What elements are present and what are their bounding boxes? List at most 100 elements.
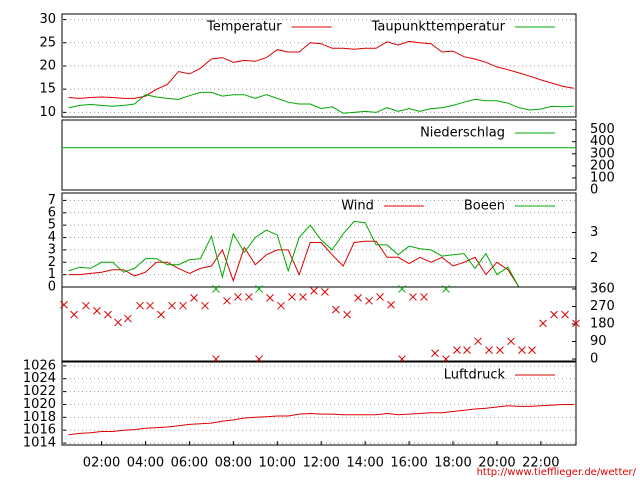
y-tick-label: 500: [590, 122, 615, 137]
y-tick-label: 300: [590, 146, 615, 161]
cross-marker: [539, 319, 547, 328]
cross-marker: [70, 310, 78, 319]
series-line: [68, 404, 574, 436]
cross-marker: [168, 301, 176, 310]
cross-marker: [431, 349, 439, 358]
cross-marker: [550, 310, 558, 319]
cross-marker: [146, 301, 154, 310]
cross-marker: [528, 346, 536, 354]
y-tick-label: 90: [590, 334, 607, 349]
cross-marker: [245, 293, 253, 301]
y2-tick-label: 2: [590, 251, 598, 266]
x-tick-label: 04:00: [127, 456, 164, 471]
y-tick-label: 20: [39, 58, 56, 73]
cross-marker: [463, 346, 471, 354]
cross-marker: [114, 318, 122, 327]
cross-marker: [124, 314, 132, 323]
y-tick-label: 1026: [23, 358, 56, 373]
cross-marker: [376, 293, 384, 301]
cross-marker: [212, 355, 220, 363]
cross-marker: [255, 355, 263, 363]
cross-marker: [157, 310, 165, 319]
y-tick-label: 1016: [23, 423, 56, 438]
cross-marker: [343, 310, 351, 319]
y-tick-label: 100: [590, 170, 615, 185]
panel-frame: [61, 119, 577, 191]
cross-marker: [288, 293, 296, 301]
legend-label: Wind: [341, 199, 374, 214]
y-tick-label: 7: [48, 193, 56, 208]
y-tick-label: 180: [590, 317, 615, 332]
x-tick-label: 08:00: [215, 456, 252, 471]
cross-marker: [299, 293, 307, 301]
cross-marker: [201, 301, 209, 310]
cross-marker: [496, 346, 504, 354]
y-tick-label: 1020: [23, 397, 56, 412]
x-tick-label: 16:00: [390, 456, 427, 471]
y-tick-label: 5: [48, 218, 56, 233]
cross-marker: [82, 301, 90, 310]
y-tick-label: 0: [48, 280, 56, 295]
cross-marker: [387, 300, 395, 309]
panel-frame: [61, 361, 577, 446]
cross-marker: [354, 294, 362, 302]
legend-label: Niederschlag: [420, 126, 505, 141]
y-tick-label: 25: [39, 35, 56, 50]
x-tick-label: 22:00: [522, 456, 559, 471]
legend-label: Luftdruck: [444, 368, 506, 383]
y-tick-label: 0: [590, 352, 598, 367]
series-line: [68, 91, 574, 114]
y-tick-label: 200: [590, 158, 615, 173]
cross-marker: [190, 294, 198, 302]
y-tick-label: 10: [39, 105, 56, 120]
cross-marker: [442, 285, 450, 293]
cross-marker: [561, 310, 569, 319]
x-tick-label: 18:00: [434, 456, 471, 471]
x-tick-label: 12:00: [302, 456, 339, 471]
cross-marker: [485, 346, 493, 354]
cross-marker: [310, 287, 318, 295]
cross-marker: [453, 346, 461, 354]
cross-marker: [223, 296, 231, 305]
y-tick-label: 15: [39, 82, 56, 97]
legend-label: Boeen: [464, 199, 505, 214]
y-tick-label: 6: [48, 205, 56, 220]
y-tick-label: 1022: [23, 384, 56, 399]
cross-marker: [398, 285, 406, 293]
y-tick-label: 30: [39, 12, 56, 27]
cross-marker: [474, 337, 482, 346]
x-tick-label: 06:00: [171, 456, 208, 471]
y2-tick-label: 3: [590, 225, 598, 240]
cross-marker: [572, 319, 580, 328]
y-tick-label: 270: [590, 299, 615, 314]
cross-marker: [179, 301, 187, 310]
series-line: [68, 40, 574, 99]
cross-marker: [255, 285, 263, 293]
series-line: [68, 240, 520, 288]
y-tick-label: 1024: [23, 371, 56, 386]
cross-marker: [321, 288, 329, 296]
cross-marker: [409, 293, 417, 301]
legend-label: Taupunkttemperatur: [371, 20, 506, 35]
cross-marker: [518, 346, 526, 354]
series-line: [68, 220, 520, 288]
x-tick-label: 10:00: [259, 456, 296, 471]
cross-marker: [93, 306, 101, 315]
y-tick-label: 0: [590, 183, 598, 198]
y-tick-label: 400: [590, 134, 615, 149]
cross-marker: [398, 355, 406, 363]
cross-marker: [442, 355, 450, 363]
cross-marker: [104, 310, 112, 319]
legend-label: Temperatur: [206, 20, 282, 35]
cross-marker: [507, 337, 515, 346]
x-tick-label: 02:00: [83, 456, 120, 471]
credit: http://www.tiefflieger.de/wetter/: [477, 467, 637, 478]
cross-marker: [420, 293, 428, 301]
y-tick-label: 360: [590, 281, 615, 296]
y-tick-label: 1: [48, 267, 56, 282]
cross-marker: [332, 305, 340, 314]
cross-marker: [212, 285, 220, 293]
cross-marker: [266, 294, 274, 302]
